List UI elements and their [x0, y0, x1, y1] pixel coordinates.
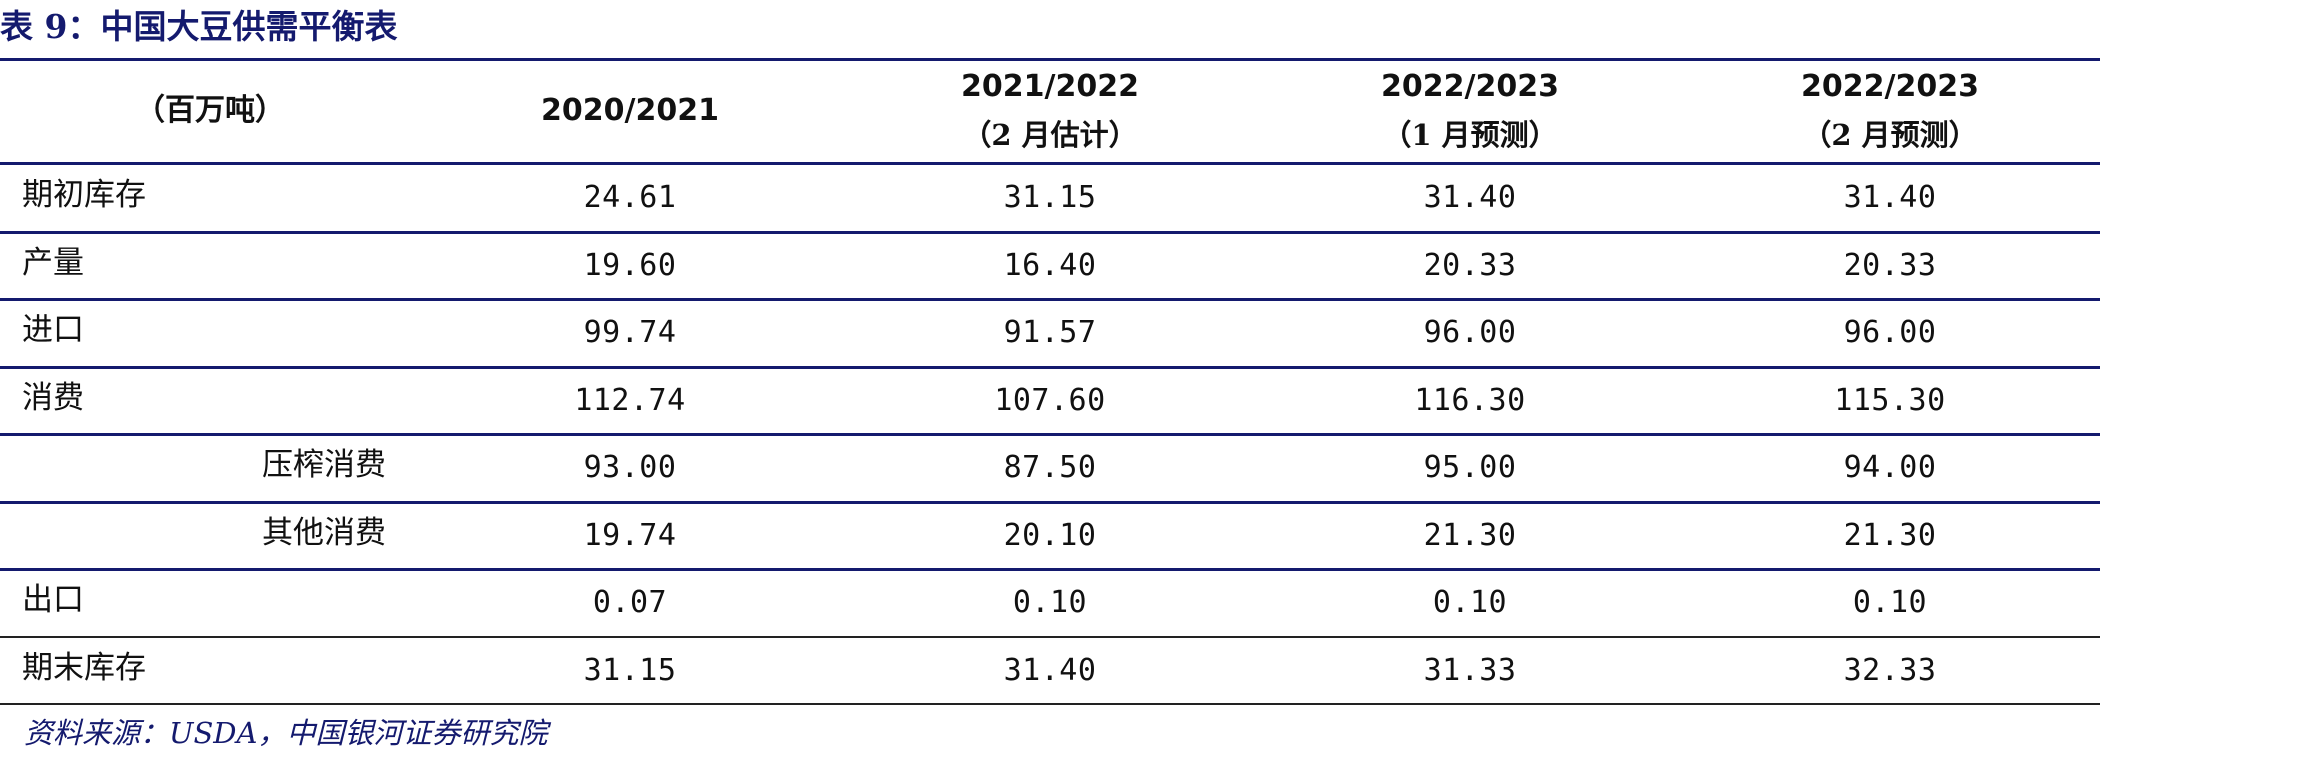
table-cell: 93.00	[583, 450, 677, 486]
column-header-line1: 2022/2023	[1801, 69, 1979, 104]
row-divider	[0, 433, 2100, 436]
column-header-2020-2021: 2020/2021	[420, 58, 840, 164]
table-cell: 31.40	[1423, 180, 1517, 216]
table-cell: 31.33	[1423, 652, 1517, 688]
table-cell: 16.40	[1003, 247, 1097, 283]
table-cell: 19.74	[583, 517, 677, 553]
column-header-2022-2023-jan-forecast: 2022/2023 （1 月预测）	[1260, 58, 1680, 164]
row-label: 消费	[22, 379, 84, 416]
table-cell: 87.50	[1003, 450, 1097, 486]
unit-label: （百万吨）	[135, 93, 285, 128]
table-cell: 99.74	[583, 315, 677, 351]
table-cell: 96.00	[1423, 315, 1517, 351]
column-header-2021-2022-estimate: 2021/2022 （2 月估计）	[840, 58, 1260, 164]
table-cell: 31.40	[1843, 180, 1937, 216]
table-cell: 115.30	[1834, 382, 1946, 418]
table-cell: 24.61	[583, 180, 677, 216]
source-note: 资料来源：USDA，中国银河证券研究院	[24, 716, 548, 750]
table-cell: 91.57	[1003, 315, 1097, 351]
table-cell: 94.00	[1843, 450, 1937, 486]
table-cell: 95.00	[1423, 450, 1517, 486]
table-cell: 19.60	[583, 247, 677, 283]
table-cell: 21.30	[1843, 517, 1937, 553]
table-top-rule	[0, 58, 2100, 61]
row-label: 出口	[22, 582, 84, 619]
row-label: 压榨消费	[262, 447, 386, 484]
row-divider	[0, 365, 2100, 369]
row-label: 其他消费	[262, 514, 386, 551]
column-header-2022-2023-feb-forecast: 2022/2023 （2 月预测）	[1680, 58, 2100, 164]
table-cell: 20.33	[1423, 247, 1517, 283]
table-cell: 31.15	[583, 652, 677, 688]
table-cell: 32.33	[1843, 652, 1937, 688]
row-divider	[0, 298, 2100, 301]
table-cell: 96.00	[1843, 315, 1937, 351]
table-cell: 0.10	[1432, 585, 1508, 621]
column-header-line2: （2 月预测）	[1802, 118, 1978, 152]
row-label: 进口	[22, 312, 84, 349]
table-cell: 0.07	[592, 585, 668, 621]
unit-label-header: （百万吨）	[0, 58, 420, 164]
table-cell: 116.30	[1414, 382, 1526, 418]
row-label: 期末库存	[22, 649, 146, 686]
table-cell: 31.40	[1003, 652, 1097, 688]
column-header-line2: （1 月预测）	[1382, 118, 1558, 152]
column-header-line2: （2 月估计）	[962, 118, 1138, 152]
table-cell: 21.30	[1423, 517, 1517, 553]
row-divider	[0, 703, 2100, 705]
column-header-line1: 2021/2022	[961, 69, 1139, 104]
table-cell: 112.74	[574, 382, 686, 418]
row-label: 产量	[22, 244, 84, 281]
row-divider	[0, 568, 2100, 571]
header-bottom-rule	[0, 162, 2100, 165]
row-divider	[0, 635, 2100, 638]
table-cell: 20.33	[1843, 247, 1937, 283]
column-header-line1: 2020/2021	[541, 93, 719, 128]
table-cell: 31.15	[1003, 180, 1097, 216]
row-divider	[0, 230, 2100, 234]
table-cell: 107.60	[994, 382, 1106, 418]
column-header-line1: 2022/2023	[1381, 69, 1559, 104]
row-divider	[0, 500, 2100, 504]
table-cell: 0.10	[1852, 585, 1928, 621]
row-label: 期初库存	[22, 177, 146, 214]
table-cell: 20.10	[1003, 517, 1097, 553]
table-cell: 0.10	[1012, 585, 1088, 621]
table-title: 表 9：中国大豆供需平衡表	[0, 7, 398, 46]
